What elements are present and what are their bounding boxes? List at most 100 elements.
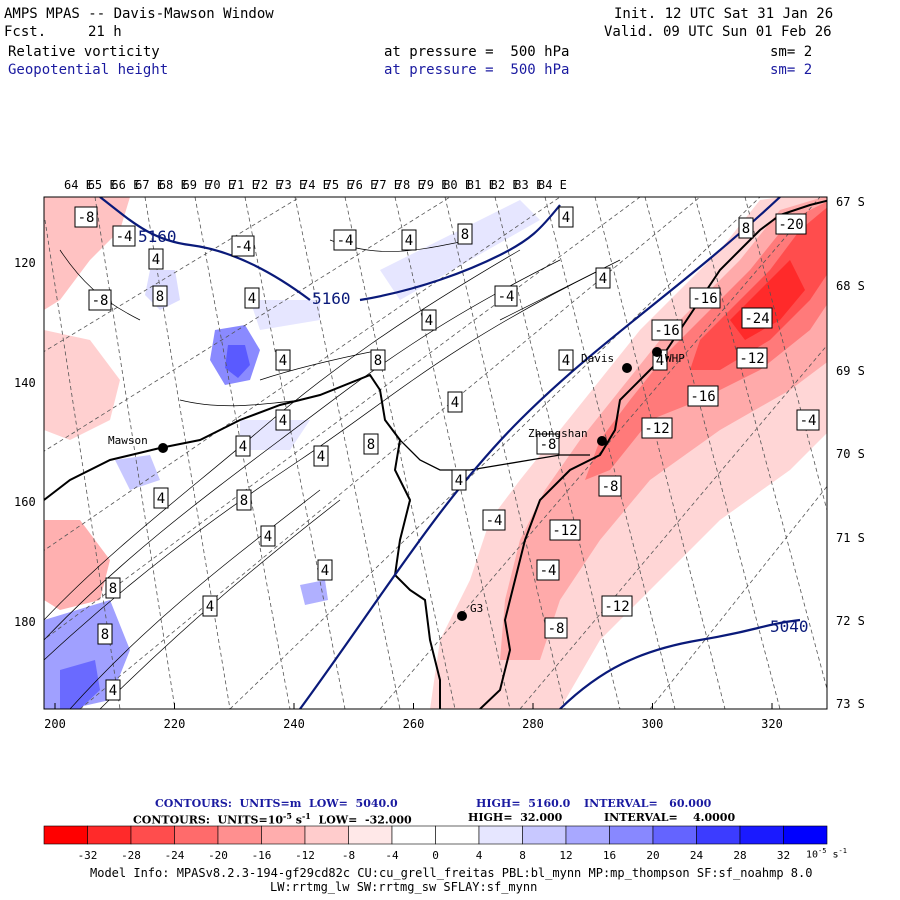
vorticity-label: -20 (778, 217, 803, 233)
stations: Mawson Davis WHP Zhongshan G3 (108, 347, 685, 621)
top-axis-tick: 80 E (443, 178, 472, 192)
valid-time: Valid. 09 UTC Sun 01 Feb 26 (604, 24, 832, 40)
vorticity-label: 4 (317, 449, 325, 465)
height-contour-5160-east (359, 204, 561, 302)
top-axis-tick: 72 E (254, 178, 283, 192)
top-axis-tick: 65 E (88, 178, 117, 192)
vorticity-label: 4 (599, 271, 607, 287)
vorticity-label: 4 (264, 529, 272, 545)
vorticity-label-box (457, 223, 473, 245)
station-label: G3 (470, 602, 483, 615)
field2-name: Geopotential height (8, 62, 169, 78)
colorbar-swatch (304, 825, 349, 845)
vorticity-label: 8 (109, 581, 117, 597)
bottom-axis-tick: 280 (522, 717, 544, 731)
top-axis-tick: 81 E (467, 178, 496, 192)
colorbar-tick-label: 24 (690, 849, 704, 862)
legend-height-interval: INTERVAL= 60.000 (584, 797, 712, 810)
colorbar-swatch (174, 825, 219, 845)
legend-vort-units: CONTOURS: UNITS=10-5 s-1 LOW= -32.000 (133, 811, 412, 827)
neg-vorticity-core (690, 207, 827, 370)
vorticity-label-box (738, 217, 754, 239)
vorticity-label: 4 (239, 439, 247, 455)
colorbar-tick-label: 16 (603, 849, 616, 862)
vorticity-label-box (202, 595, 218, 617)
vorticity-label: -16 (690, 389, 715, 405)
vorticity-label-box (260, 525, 276, 547)
station-label: Zhongshan (528, 427, 588, 440)
vorticity-label-box (235, 435, 251, 457)
vorticity-label: 4 (279, 353, 287, 369)
top-axis-tick: 69 E (183, 178, 212, 192)
colorbar-swatch (609, 825, 654, 845)
vorticity-label: 4 (321, 563, 329, 579)
ice-shelf-line (399, 439, 590, 471)
colorbar-swatch (43, 825, 88, 845)
colorbar-tick-label: 0 (432, 849, 439, 862)
vorticity-label: 4 (279, 413, 287, 429)
top-axis-tick: 64 E (64, 178, 93, 192)
height-label-5160-west: 5160 (138, 227, 177, 246)
vorticity-label-box (536, 433, 560, 455)
top-axis-tick: 66 E (111, 178, 140, 192)
pos-vorticity-lightblue-4 (240, 420, 310, 450)
vorticity-label-box (595, 267, 611, 289)
colorbar-swatch (522, 825, 567, 845)
field2-smoothing: sm= 2 (770, 62, 813, 78)
field1-name: Relative vorticity (8, 44, 160, 60)
vorticity-label: 4 (425, 313, 433, 329)
vorticity-label: -4 (540, 563, 557, 579)
vorticity-label-box (74, 206, 98, 228)
colorbar-tick-label: -28 (121, 849, 141, 862)
colorbar-swatch (261, 825, 306, 845)
neg-vorticity-bottomleft (44, 520, 110, 610)
legend-height-high: HIGH= 5160.0 (476, 797, 571, 810)
bottom-axis-tick: 300 (642, 717, 664, 731)
vorticity-label: 8 (461, 227, 469, 243)
vorticity-label-box (112, 225, 136, 247)
vorticity-label-box (641, 417, 673, 439)
vorticity-label-box (153, 487, 169, 509)
height-label-5040: 5040 (770, 617, 809, 636)
vorticity-label: 4 (248, 291, 256, 307)
vorticity-label: 8 (101, 627, 109, 643)
vorticity-label: -4 (116, 229, 133, 245)
vorticity-label-box (558, 349, 574, 371)
vorticity-label: -8 (78, 210, 95, 226)
station-label: Mawson (108, 434, 148, 447)
colorbar-swatch (478, 825, 523, 845)
vorticity-label-box (313, 445, 329, 467)
colorbar-swatch (348, 825, 393, 845)
vorticity-label-box (598, 475, 622, 497)
vorticity-label: 4 (451, 395, 459, 411)
height-label-5160-east: 5160 (312, 289, 351, 308)
vorticity-label: -12 (644, 421, 669, 437)
colorbar-tick-label: -24 (165, 849, 185, 862)
vorticity-label: 4 (562, 210, 570, 226)
vorticity-label-box (244, 287, 260, 309)
forecast-label: Fcst. (4, 24, 47, 40)
pos-vorticity-lightblue-3 (380, 200, 540, 300)
top-axis-tick: 68 E (159, 178, 188, 192)
vorticity-label: -12 (552, 523, 577, 539)
vorticity-label: -4 (337, 233, 354, 249)
vorticity-label-box (601, 595, 633, 617)
colorbar-swatch (87, 825, 132, 845)
station-marker (597, 436, 607, 446)
top-axis-tick: 75 E (325, 178, 354, 192)
vorticity-label-box (236, 489, 252, 511)
top-axis-tick: 77 E (372, 178, 401, 192)
left-axis-tick: 140 (14, 376, 36, 390)
right-axis-tick: 70 S (836, 447, 865, 461)
vorticity-labels: -8 -4 -4 -4 4 8 4 4 -8 8 4 -4 4 4 8 4 4 4 4 4 8 4 4 4 8 4 4 8 -4 -12 -… (74, 206, 820, 701)
vorticity-label: -8 (548, 621, 565, 637)
right-axis-tick: 68 S (836, 279, 865, 293)
vorticity-label-box (370, 349, 386, 371)
top-axis-tick: 78 E (396, 178, 425, 192)
station-marker (622, 363, 632, 373)
vorticity-label: 8 (156, 289, 164, 305)
right-axis-tick: 67 S (836, 195, 865, 209)
vorticity-label-box (741, 307, 773, 329)
vorticity-label: 8 (742, 221, 750, 237)
